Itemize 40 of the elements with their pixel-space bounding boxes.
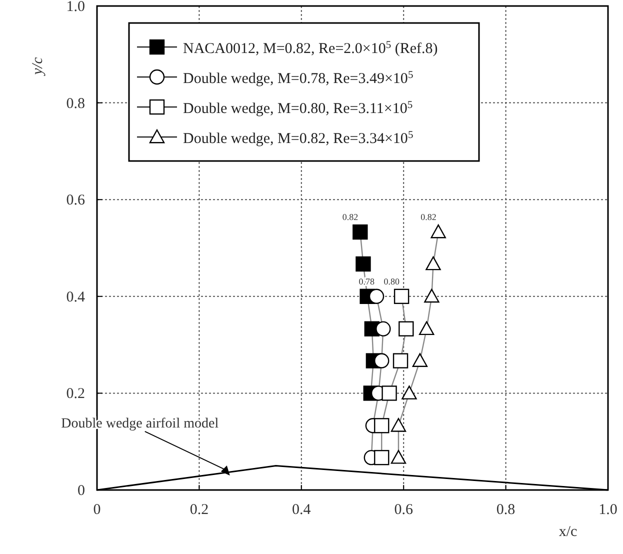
point — [356, 256, 371, 272]
x-tick-label: 0 — [93, 502, 101, 518]
point — [392, 353, 408, 368]
point — [426, 256, 441, 270]
point — [430, 224, 446, 238]
point — [398, 321, 414, 336]
y-tick-label: 0.2 — [66, 386, 85, 402]
legend-label: NACA0012, M=0.82, Re=2.0×10$^{5}$ (Ref.8) — [183, 40, 438, 57]
y-tick-label: 0 — [78, 483, 85, 499]
x-tick-label: 0.8 — [496, 502, 516, 518]
point — [374, 353, 390, 368]
annotation: 0.80 — [384, 276, 400, 286]
legend-label: Double wedge, M=0.82, Re=3.34×10$^{5}$ — [183, 130, 414, 147]
annotation: 0.82 — [342, 212, 358, 222]
point — [394, 288, 410, 304]
y-tick-label: 1.0 — [66, 0, 85, 15]
point — [390, 450, 406, 464]
x-tick-label: 0.6 — [394, 502, 414, 518]
x-tick-label: 1.0 — [598, 502, 618, 518]
legend-label: Double wedge, M=0.78, Re=3.49×10$^{5}$ — [183, 70, 414, 87]
x-tick-label: 0.4 — [292, 502, 312, 518]
point — [352, 224, 368, 240]
point — [390, 418, 406, 432]
point — [412, 353, 428, 367]
point — [402, 386, 417, 400]
x-tick-label: 0.2 — [190, 502, 209, 518]
point — [376, 321, 391, 336]
y-tick-label: 0.8 — [66, 96, 85, 112]
y-tick-label: 0.4 — [66, 289, 86, 306]
point — [424, 288, 440, 303]
y-axis-title: y/c — [30, 56, 46, 77]
point — [374, 450, 390, 466]
point — [382, 386, 397, 401]
annotation: 0.82 — [420, 212, 436, 222]
point — [418, 321, 434, 336]
x-axis-title: x/c — [558, 524, 578, 540]
y-tick-label: 0.6 — [66, 192, 86, 209]
legend-label: Double wedge, M=0.80, Re=3.11×10$^{5}$ — [183, 100, 413, 117]
point — [368, 288, 384, 304]
point — [374, 418, 390, 434]
